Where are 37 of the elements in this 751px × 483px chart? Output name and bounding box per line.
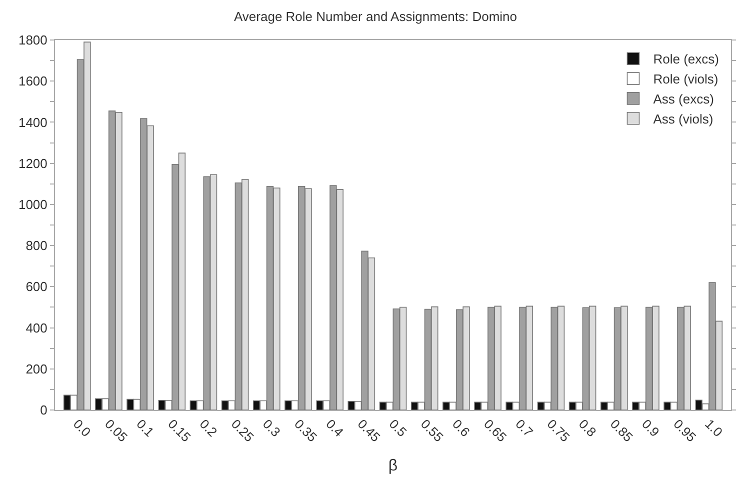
legend-label: Role (excs) bbox=[653, 52, 719, 67]
chart-title: Average Role Number and Assignments: Domino bbox=[234, 9, 518, 24]
x-tick-label: 0.2 bbox=[196, 416, 220, 440]
y-tick-label: 0 bbox=[40, 402, 48, 418]
y-tick-label: 200 bbox=[26, 361, 48, 376]
y-tick-label: 1400 bbox=[18, 114, 48, 130]
x-tick-label: 0.55 bbox=[418, 416, 446, 445]
x-tick-label: 0.95 bbox=[670, 416, 700, 445]
x-tick-label: 0.1 bbox=[134, 416, 157, 440]
x-tick-label: 0.7 bbox=[512, 416, 536, 440]
x-tick-label: 0.3 bbox=[260, 416, 284, 440]
x-tick-label: 0.65 bbox=[481, 416, 510, 445]
x-tick-label: 0.15 bbox=[165, 416, 194, 445]
legend-label: Ass (viols) bbox=[653, 111, 714, 126]
x-tick-label: 1.0 bbox=[702, 416, 726, 440]
x-tick-label: 0.85 bbox=[607, 416, 636, 445]
x-tick-label: 0.0 bbox=[70, 416, 94, 440]
x-tick-label: 0.05 bbox=[102, 416, 130, 445]
y-tick-label: 1600 bbox=[18, 74, 48, 89]
y-tick-label: 1200 bbox=[18, 156, 48, 171]
x-tick-label: 0.35 bbox=[292, 416, 320, 445]
x-tick-label: 0.9 bbox=[638, 416, 662, 440]
x-tick-label: 0.4 bbox=[323, 416, 346, 440]
x-tick-label: 0.25 bbox=[228, 416, 257, 445]
x-tick-label: 0.45 bbox=[354, 416, 384, 445]
x-tick-label: 0.6 bbox=[449, 416, 473, 440]
y-tick-label: 1800 bbox=[18, 32, 48, 48]
y-tick-label: 400 bbox=[26, 320, 48, 336]
y-tick-label: 600 bbox=[26, 279, 48, 294]
x-axis-title: β bbox=[388, 457, 398, 474]
x-tick-label: 0.75 bbox=[544, 416, 573, 445]
legend-label: Role (viols) bbox=[653, 72, 718, 87]
y-tick-label: 1000 bbox=[18, 196, 48, 212]
x-tick-label: 0.8 bbox=[576, 416, 600, 440]
y-tick-label: 800 bbox=[26, 238, 48, 254]
legend-label: Ass (excs) bbox=[653, 92, 714, 107]
x-tick-label: 0.5 bbox=[386, 416, 410, 440]
